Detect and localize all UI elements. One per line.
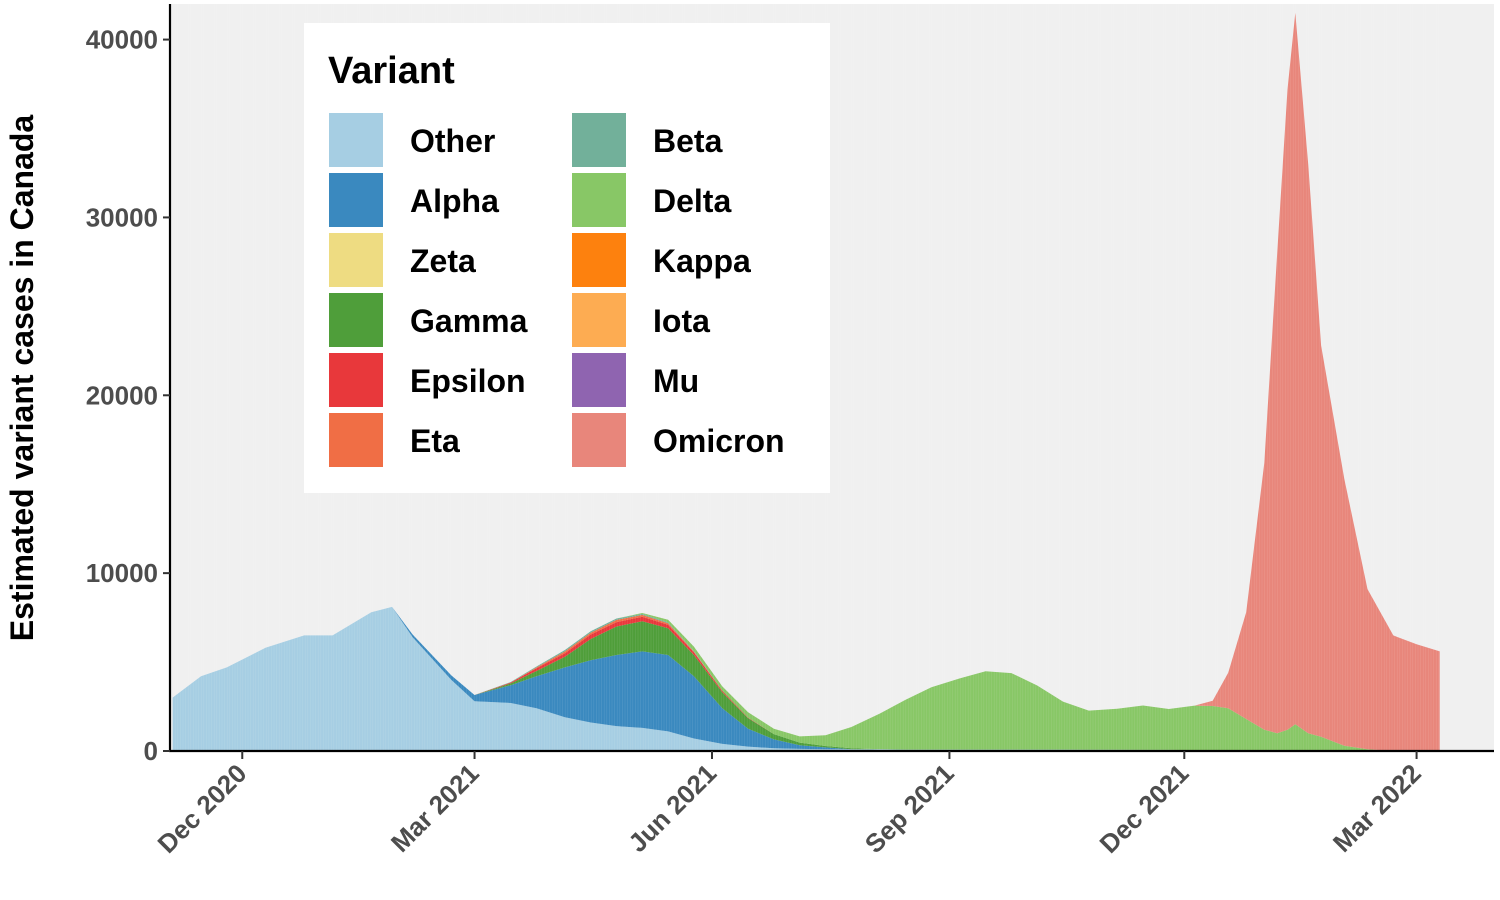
y-tick-label: 40000 xyxy=(86,25,158,55)
legend-label-mu: Mu xyxy=(653,363,699,399)
x-tick-label: Dec 2020 xyxy=(152,758,253,859)
legend-items: Other Alpha Zeta Gamma Epsilon Eta Beta Delta Ka… xyxy=(327,111,785,469)
legend-label-epsilon: Epsilon xyxy=(410,363,526,399)
x-tick-label: Dec 2021 xyxy=(1094,758,1195,859)
y-tick-label: 0 xyxy=(144,736,158,766)
legend-label-iota: Iota xyxy=(653,303,710,339)
texture-mask xyxy=(1439,4,1494,751)
legend-key-other xyxy=(327,111,385,169)
legend-key-delta xyxy=(570,171,628,229)
legend-key-beta xyxy=(570,111,628,169)
y-axis-ticks: 0 10000 20000 30000 40000 xyxy=(86,25,170,766)
legend-key-iota xyxy=(570,291,628,349)
legend-label-beta: Beta xyxy=(653,123,723,159)
legend-key-alpha xyxy=(327,171,385,229)
legend: Variant Other Alpha Zeta Gamma Epsilon Eta Bet… xyxy=(304,23,830,493)
series-area-omicron xyxy=(172,12,1440,751)
stacked-areas xyxy=(172,12,1440,751)
x-tick-label: Mar 2021 xyxy=(385,758,485,858)
legend-key-zeta xyxy=(327,231,385,289)
legend-label-alpha: Alpha xyxy=(410,183,499,219)
y-tick-label: 20000 xyxy=(86,380,158,410)
y-tick-label: 10000 xyxy=(86,558,158,588)
legend-label-eta: Eta xyxy=(410,423,460,459)
x-axis-ticks: Dec 2020 Mar 2021 Jun 2021 Sep 2021 Dec 2021… xyxy=(152,751,1427,859)
x-tick-label: Mar 2022 xyxy=(1327,758,1427,858)
legend-key-epsilon xyxy=(327,351,385,409)
legend-key-omicron xyxy=(570,411,628,469)
axes xyxy=(168,4,1494,753)
legend-label-zeta: Zeta xyxy=(410,243,476,279)
legend-label-other: Other xyxy=(410,123,495,159)
legend-key-gamma xyxy=(327,291,385,349)
x-tick-label: Sep 2021 xyxy=(859,758,960,859)
legend-label-gamma: Gamma xyxy=(410,303,528,339)
y-tick-label: 30000 xyxy=(86,202,158,232)
series-area-other xyxy=(172,606,1440,751)
legend-key-eta xyxy=(327,411,385,469)
legend-box xyxy=(304,23,830,493)
legend-label-kappa: Kappa xyxy=(653,243,751,279)
legend-title: Variant xyxy=(328,50,455,92)
y-axis-title: Estimated variant cases in Canada xyxy=(4,115,40,642)
series-area-delta xyxy=(172,606,1440,751)
legend-label-delta: Delta xyxy=(653,183,731,219)
x-tick-label: Jun 2021 xyxy=(622,758,722,858)
legend-key-mu xyxy=(570,351,628,409)
legend-key-kappa xyxy=(570,231,628,289)
legend-label-omicron: Omicron xyxy=(653,423,785,459)
